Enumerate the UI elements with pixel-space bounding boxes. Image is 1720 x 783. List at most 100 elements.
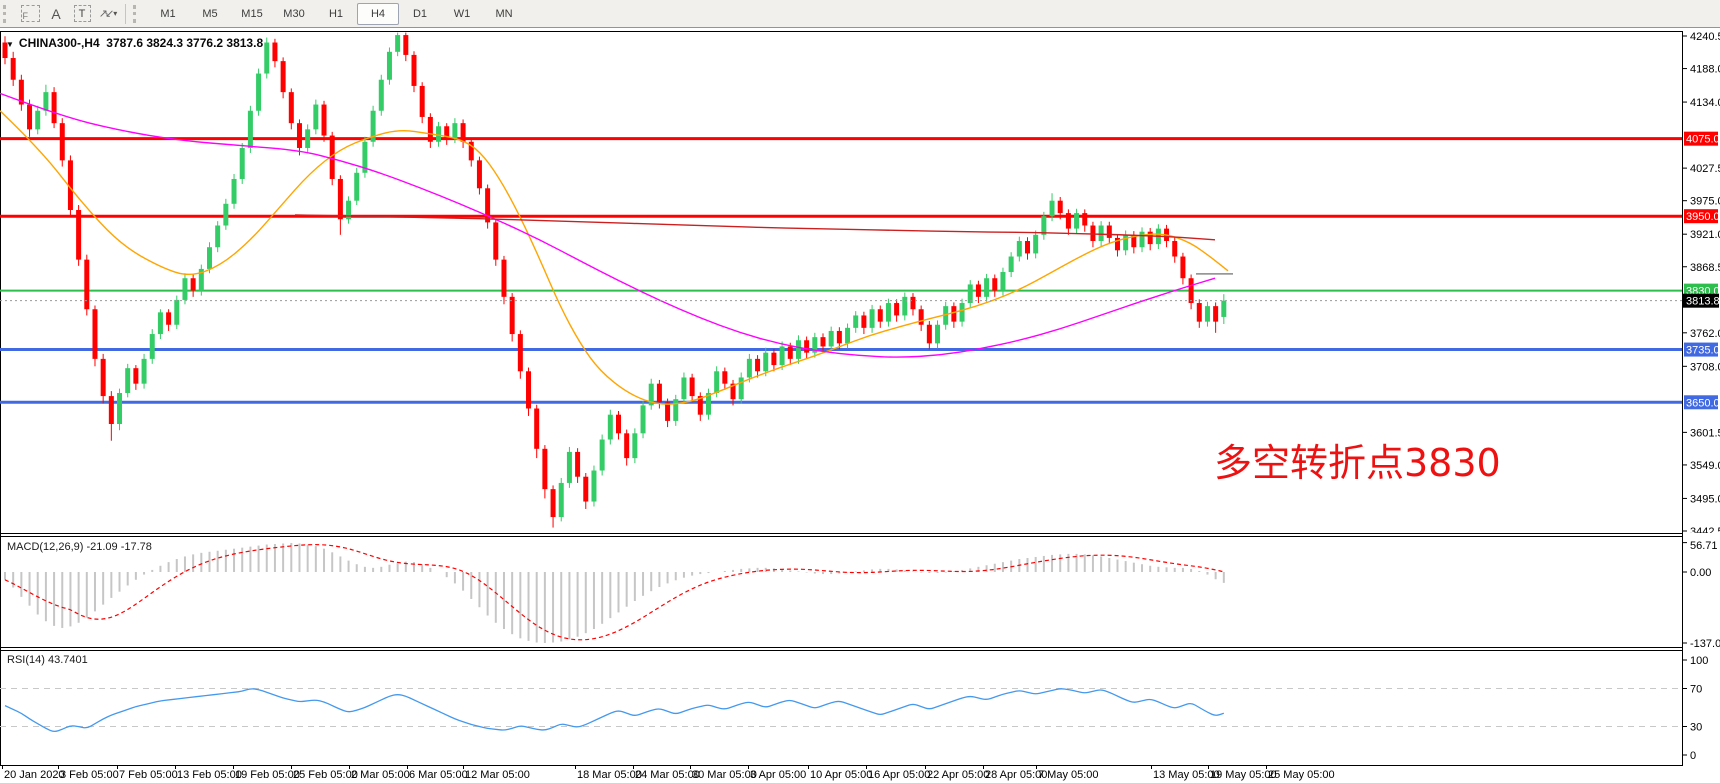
svg-text:-137.01: -137.01 [1690,638,1720,647]
text-label-tool-button[interactable]: A [43,3,69,25]
svg-text:3813.8: 3813.8 [1686,296,1720,308]
svg-text:56.71: 56.71 [1690,540,1718,552]
date-tick [1036,766,1037,769]
chevron-down-icon: ▾ [113,9,118,18]
svg-text:3549.0: 3549.0 [1690,460,1720,472]
date-label: 25 Feb 05:00 [293,769,358,781]
svg-text:3708.0: 3708.0 [1690,361,1720,373]
date-label: 16 Apr 05:00 [868,769,931,781]
annotation-text[interactable]: 多空转折点3830 [1214,441,1501,485]
date-tick [1151,766,1152,769]
svg-text:3950.0: 3950.0 [1686,211,1720,223]
date-label: 3 Feb 05:00 [60,769,119,781]
macd-separator-top[interactable] [0,533,1683,534]
arrows-tool-button[interactable]: ↗↙ ▾ [95,3,121,25]
rsi-axis: 100 70 30 0 [1682,655,1708,762]
date-tick [690,766,691,769]
date-axis[interactable]: 20 Jan 2020 3 Feb 05:00 7 Feb 05:00 13 Feb … [0,766,1720,783]
date-label: 20 Jan 2020 [4,769,65,781]
svg-text:3495.0: 3495.0 [1690,493,1720,505]
date-tick [117,766,118,769]
tf-button-mn[interactable]: MN [495,7,513,20]
tf-button-m1[interactable]: M1 [160,7,176,20]
date-tick [349,766,350,769]
tf-button-d1[interactable]: D1 [412,7,428,20]
ma-magenta [0,92,1216,358]
timeframe-grip[interactable] [133,4,142,23]
toolbar: F A T ↗↙ ▾ M1 M5 M15 M30 H1 H4 D1 W1 MN [0,0,1720,28]
rsi-panel-canvas[interactable]: 100 70 30 0 [0,651,1720,765]
svg-text:3868.5: 3868.5 [1690,262,1720,274]
date-tick [748,766,749,769]
tf-button-m15[interactable]: M15 [241,7,263,20]
date-tick [407,766,408,769]
date-label: 10 Apr 05:00 [810,769,873,781]
rsi-indicator-label: RSI(14) 43.7401 [7,654,88,666]
tf-button-h1[interactable]: H1 [328,7,344,20]
tf-button-w1[interactable]: W1 [453,7,471,20]
date-tick [983,766,984,769]
svg-text:70: 70 [1690,684,1702,696]
date-label: 12 Mar 05:00 [465,769,530,781]
svg-text:4188.0: 4188.0 [1690,64,1720,76]
price-axis-line [1682,31,1683,766]
svg-text:3601.5: 3601.5 [1690,427,1720,439]
chart-title: ▼ CHINA300-,H4 3787.6 3824.3 3776.2 3813.… [6,36,263,50]
date-label: 25 May 05:00 [1268,769,1335,781]
svg-text:100: 100 [1690,655,1708,667]
main-chart-canvas[interactable]: 4240.5 4188.0 4134.0 4027.5 3975.0 3921.0 3868… [0,32,1720,533]
date-label: 18 Mar 05:00 [577,769,642,781]
date-tick [808,766,809,769]
time-axis-line [0,765,1683,766]
toolbar-grip[interactable] [3,4,12,23]
svg-text:3762.0: 3762.0 [1690,328,1720,340]
svg-text:4075.0: 4075.0 [1686,134,1720,146]
date-label: 3 Apr 05:00 [750,769,807,781]
macd-indicator-label: MACD(12,26,9) -21.09 -17.78 [7,541,152,553]
text-icon: T [73,5,91,22]
toolbar-separator [125,3,126,24]
svg-text:3735.0: 3735.0 [1686,345,1720,357]
date-tick [575,766,576,769]
date-tick [291,766,292,769]
tf-button-m30[interactable]: M30 [283,7,305,20]
rsi-separator-bottom[interactable] [0,650,1683,651]
date-label: 7 Feb 05:00 [119,769,178,781]
fibonacci-icon: F [20,5,40,22]
svg-text:3921.0: 3921.0 [1690,229,1720,241]
rsi-separator-top[interactable] [0,647,1683,648]
date-label: 30 Mar 05:00 [692,769,757,781]
date-label: 2 Mar 05:00 [351,769,410,781]
text-tool-button[interactable]: T [69,3,95,25]
date-label: 6 Mar 05:00 [409,769,468,781]
date-label: 28 Apr 05:00 [985,769,1048,781]
date-tick [233,766,234,769]
date-label: 24 Mar 05:00 [635,769,700,781]
macd-signal-line [4,544,1224,641]
date-label: 13 Feb 05:00 [177,769,242,781]
tf-button-m5[interactable]: M5 [202,7,218,20]
chart-left-border [0,31,1,766]
price-ticks: 4240.5 4188.0 4134.0 4027.5 3975.0 3921.0 3868… [1682,32,1720,533]
svg-text:3650.0: 3650.0 [1686,397,1720,409]
ma-orange [0,110,1229,405]
svg-text:0.00: 0.00 [1690,567,1711,579]
fibonacci-tool-button[interactable]: F [17,3,43,25]
macd-separator-bottom[interactable] [0,536,1683,537]
chart-symbol-caret-icon[interactable]: ▼ [6,40,14,49]
ma-darkred [294,214,1216,241]
tf-button-h4[interactable]: H4 [357,2,399,25]
svg-text:4134.0: 4134.0 [1690,97,1720,109]
date-tick [175,766,176,769]
date-label: 13 May 05:00 [1153,769,1220,781]
macd-panel-canvas[interactable]: 56.71 0.00 -137.01 [0,537,1720,647]
chart-symbol-label: CHINA300-,H4 [18,36,100,50]
date-label: 19 May 05:00 [1210,769,1277,781]
macd-axis: 56.71 0.00 -137.01 [1682,540,1720,647]
date-tick [866,766,867,769]
current-price-marker: 3813.8 [0,293,1720,308]
svg-text:4240.5: 4240.5 [1690,32,1720,43]
candles-layer [2,32,1227,528]
rsi-line [4,688,1225,733]
